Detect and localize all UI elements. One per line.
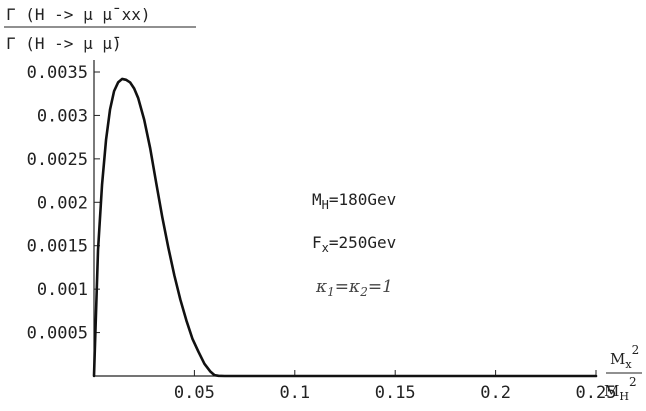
y-ticks: 0.0005 0.001 0.0015 0.002 0.0025 0.003 0.0035 (27, 63, 100, 344)
y-tick-label: 0.0015 (27, 237, 88, 257)
y-axis-label: Γ (H -> μ μ̄ xx) Γ (H -> μ μ̄) (4, 5, 196, 53)
y-tick-label: 0.003 (37, 106, 88, 126)
y-tick-label: 0.001 (37, 280, 88, 300)
x-tick-label: 0.25 (576, 383, 617, 403)
x-axis-label-denominator: MH2 (604, 375, 637, 403)
x-tick-label: 0.15 (375, 383, 416, 403)
y-axis-label-denominator: Γ (H -> μ μ̄) (6, 34, 122, 53)
series-line (92, 77, 598, 378)
y-tick-label: 0.0025 (27, 150, 88, 170)
annotation-fx: Fx=250Gev (312, 233, 396, 255)
y-tick-label: 0.0035 (27, 63, 88, 83)
y-tick-label: 0.002 (37, 193, 88, 213)
y-tick-label: 0.0005 (27, 324, 88, 344)
x-tick-label: 0.2 (480, 383, 511, 403)
annotation-higgs-mass: MH=180Gev (312, 190, 396, 212)
x-axis-label: Mx2 MH2 (604, 343, 642, 403)
y-axis-label-numerator: Γ (H -> μ μ̄ xx) (6, 5, 151, 24)
x-tick-label: 0.1 (279, 383, 310, 403)
x-axis-label-numerator: Mx2 (610, 343, 639, 371)
x-tick-label: 0.05 (174, 383, 215, 403)
annotation-kappa: κ1=κ2=1 (315, 277, 393, 299)
x-ticks: 0.05 0.1 0.15 0.2 0.25 (174, 370, 617, 403)
